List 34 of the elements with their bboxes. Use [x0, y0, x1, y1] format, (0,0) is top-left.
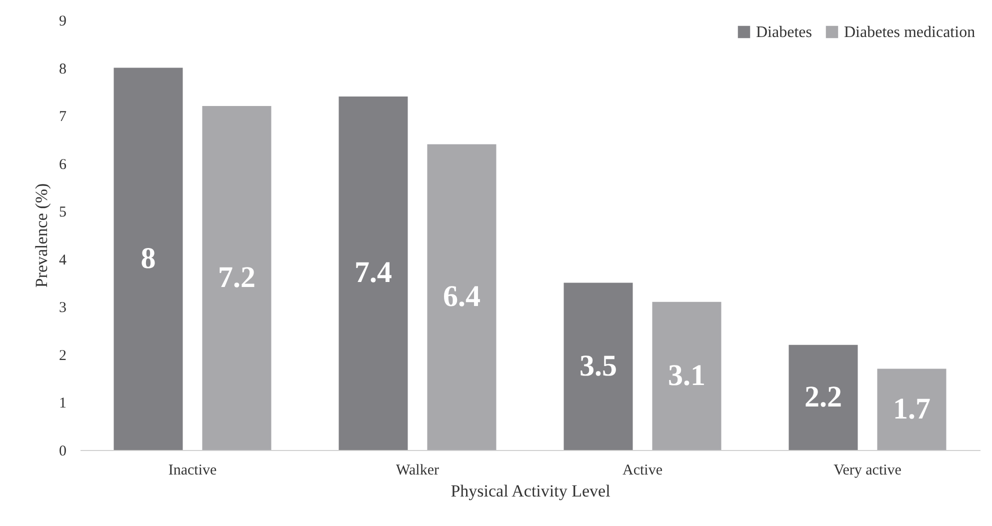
- data-label: 6.4: [442, 280, 480, 314]
- y-tick-label: 4: [59, 252, 67, 268]
- bar: [114, 68, 183, 450]
- y-tick-label: 8: [59, 61, 66, 78]
- bar: [877, 368, 946, 450]
- y-tick-label: 6: [59, 156, 67, 173]
- data-label: 7.4: [354, 256, 392, 290]
- y-tick-label: 7: [59, 109, 67, 126]
- y-tick-label: 2: [59, 348, 66, 364]
- bar: [427, 144, 496, 450]
- bar: [564, 282, 633, 450]
- data-label: 8: [140, 242, 156, 275]
- x-tick-label: Walker: [396, 462, 439, 478]
- x-tick-label: Very active: [834, 462, 902, 478]
- x-tick-label: Inactive: [168, 462, 217, 478]
- y-tick-label: 0: [59, 444, 66, 460]
- bar: [652, 302, 722, 450]
- x-axis-title: Physical Activity Level: [450, 482, 611, 500]
- y-tick-label: 3: [59, 300, 66, 316]
- legend-label: Diabetes medication: [844, 24, 976, 41]
- y-tick-label: 1: [59, 396, 66, 412]
- x-tick-label: Active: [622, 462, 663, 478]
- data-label: 3.1: [668, 358, 706, 392]
- data-label: 2.2: [804, 380, 842, 414]
- bar: [202, 106, 272, 450]
- bar: [338, 96, 408, 450]
- y-axis-title: Prevalence (%): [32, 183, 51, 288]
- legend-label: Diabetes: [756, 24, 812, 41]
- data-label: 7.2: [218, 261, 256, 294]
- data-label: 3.5: [580, 349, 618, 382]
- y-tick-label: 9: [59, 14, 66, 30]
- y-tick-label: 5: [59, 204, 66, 221]
- data-label: 1.7: [892, 392, 930, 426]
- bar: [788, 344, 858, 450]
